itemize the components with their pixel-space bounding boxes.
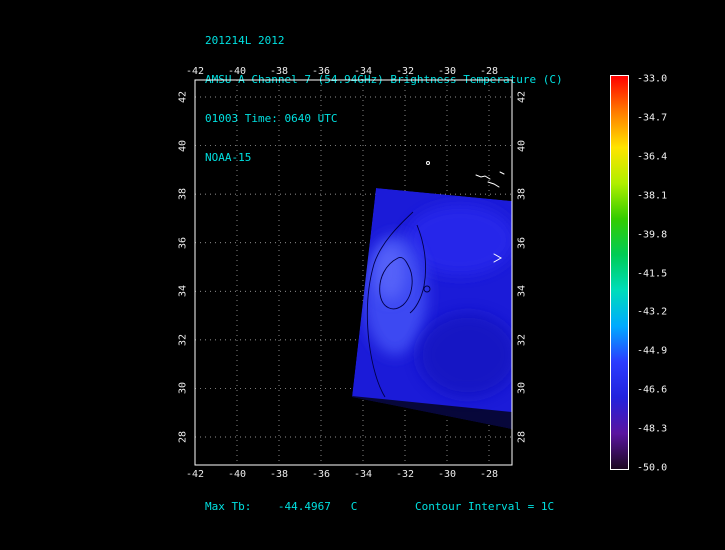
header-satellite: NOAA-15 bbox=[205, 151, 252, 164]
island-outline bbox=[499, 171, 505, 175]
island-outline bbox=[475, 174, 491, 180]
contour-lines bbox=[366, 211, 431, 398]
contour-interval-label: Contour Interval = 1C bbox=[415, 500, 555, 513]
island-coastlines bbox=[426, 161, 505, 263]
max-tb-label: Max Tb: -44.4967 C bbox=[205, 500, 358, 513]
coast-mark bbox=[493, 253, 503, 263]
island-outline bbox=[487, 181, 500, 188]
header-pass-time: 01003 Time: 0640 UTC bbox=[205, 112, 338, 125]
data-swath bbox=[352, 188, 512, 429]
colorbar bbox=[610, 75, 629, 470]
plot-border bbox=[194, 79, 513, 466]
header-date: 201214L 2012 bbox=[205, 34, 285, 47]
island-outline bbox=[426, 161, 430, 165]
